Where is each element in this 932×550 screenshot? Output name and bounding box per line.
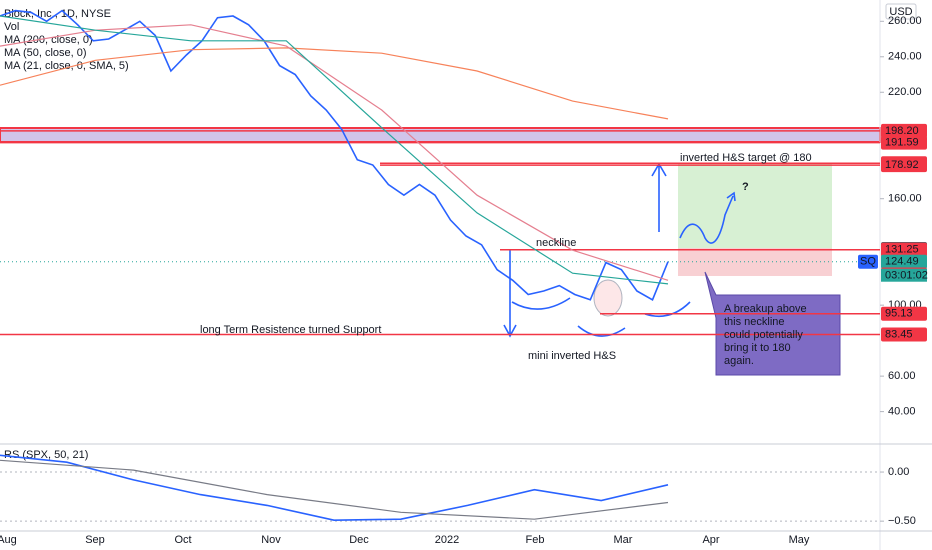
x-tick-label: Nov (261, 534, 281, 546)
y-tick-label: 0.00 (888, 466, 909, 478)
callout-box (704, 271, 841, 376)
annotation: mini inverted H&S (528, 350, 616, 362)
stop-zone (678, 248, 832, 276)
x-tick-label: May (789, 534, 810, 546)
callout-text: this neckline (724, 316, 785, 328)
shoulder-arcs (511, 297, 691, 337)
price-label-box (881, 123, 927, 138)
x-tick-label: Aug (0, 534, 17, 546)
x-tick-label: Feb (526, 534, 545, 546)
price-label: 95.13 (885, 308, 913, 320)
series-line (0, 454, 669, 522)
series-line (0, 9, 669, 301)
currency: USD (889, 6, 912, 18)
x-tick-label: Sep (85, 534, 105, 546)
annotation: inverted H&S target @ 180 (680, 152, 812, 164)
projection-arrow (679, 191, 736, 244)
legend-entry: Vol (4, 21, 19, 33)
legend-entry: MA (50, close, 0) (4, 47, 87, 59)
currency-box (885, 3, 917, 20)
price-label: 198.20 (885, 125, 919, 137)
x-tick-label: Oct (174, 534, 191, 546)
series-line (0, 24, 669, 281)
legend-entry: MA (200, close, 0) (4, 34, 93, 46)
y-tick-label: 240.00 (888, 51, 922, 63)
countdown-box (881, 268, 927, 282)
callout-text: could potentially (724, 329, 803, 341)
price-label-box (881, 254, 927, 269)
price-label-box (881, 242, 927, 257)
annotation: long Term Resistence turned Support (200, 324, 381, 336)
head-circle (593, 279, 623, 317)
callout-text: bring it to 180 (724, 342, 791, 354)
target-arrow (651, 162, 667, 232)
y-tick-label: 220.00 (888, 86, 922, 98)
price-label-box (881, 135, 927, 150)
ticker-box (858, 254, 878, 269)
series-line (0, 47, 669, 120)
price-label: 178.92 (885, 159, 919, 171)
price-label-box (881, 158, 927, 173)
y-tick-label: 260.00 (888, 15, 922, 27)
x-tick-label: Dec (349, 534, 369, 546)
series-line (0, 459, 669, 520)
price-label: 83.45 (885, 328, 913, 340)
y-tick-label: 60.00 (888, 370, 916, 382)
price-label-box (881, 306, 927, 321)
x-tick-label: 2022 (435, 534, 459, 546)
y-tick-label: 40.00 (888, 406, 916, 418)
countdown: 03:01:02 (885, 270, 928, 282)
callout-text: again. (724, 355, 754, 367)
series-line (0, 15, 669, 285)
depth-arrow (503, 250, 517, 338)
legend-entry: MA (21, close, 0, SMA, 5) (4, 60, 129, 72)
x-tick-label: Mar (614, 534, 633, 546)
ticker: SQ (860, 256, 876, 268)
callout-text: A breakup above (724, 303, 807, 315)
price-label: 131.25 (885, 244, 919, 256)
target-zone (678, 164, 832, 248)
y-tick-label: 160.00 (888, 193, 922, 205)
annotation: ? (742, 181, 749, 193)
price-label: 124.49 (885, 256, 919, 268)
rs-title: RS (SPX, 50, 21) (4, 449, 88, 461)
price-label-box (881, 327, 927, 342)
y-tick-label: −0.50 (888, 515, 916, 527)
annotation: neckline (536, 237, 576, 249)
x-tick-label: Apr (702, 534, 719, 546)
resistance-zone (0, 127, 881, 143)
price-label: 191.59 (885, 137, 919, 149)
